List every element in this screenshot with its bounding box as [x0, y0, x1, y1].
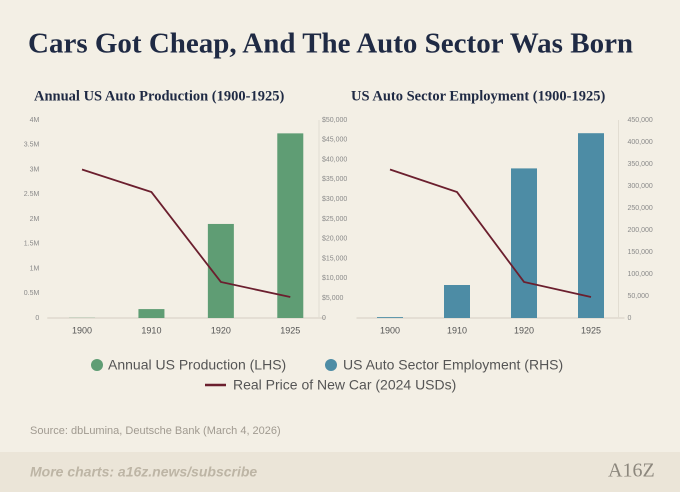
- bar: [444, 285, 470, 318]
- x-tick-label: 1910: [141, 325, 161, 335]
- x-tick-label: 1900: [72, 325, 92, 335]
- x-tick-label: 1925: [280, 325, 300, 335]
- price-line: [389, 168, 592, 298]
- chart-title: Annual US Auto Production (1900-1925): [34, 88, 284, 104]
- y2-tick-label: 450,000: [628, 117, 653, 124]
- source: Source: dbLumina, Deutsche Bank (March 4…: [30, 425, 281, 437]
- y2-tick-label: 300,000: [628, 183, 653, 190]
- legend-marker: [91, 359, 103, 371]
- bar: [138, 309, 165, 318]
- y2-tick-label: $40,000: [322, 156, 347, 163]
- bar: [277, 133, 304, 318]
- y2-tick-label: 200,000: [628, 227, 653, 234]
- y2-tick-label: $35,000: [322, 176, 347, 183]
- legend-label: Real Price of New Car (2024 USDs): [233, 377, 456, 393]
- bar: [511, 168, 537, 318]
- x-tick-label: 1925: [581, 325, 601, 335]
- y2-tick-label: 150,000: [628, 249, 653, 256]
- y2-tick-label: 50,000: [628, 293, 650, 300]
- page-title: Cars Got Cheap, And The Auto Sector Was …: [28, 28, 633, 60]
- y-tick-label: 3M: [30, 166, 40, 173]
- y2-tick-label: $30,000: [322, 196, 347, 203]
- legend-label: Annual US Production (LHS): [108, 357, 286, 373]
- footer-link[interactable]: More charts: a16z.news/subscribe: [30, 464, 257, 480]
- y2-tick-label: $25,000: [322, 216, 347, 223]
- legend-marker: [325, 359, 337, 371]
- y-tick-label: 4M: [30, 117, 40, 124]
- legend-label: US Auto Sector Employment (RHS): [343, 357, 563, 373]
- y-tick-label: 0.5M: [24, 290, 40, 297]
- y2-tick-label: $50,000: [322, 117, 347, 124]
- y2-tick-label: 400,000: [628, 139, 653, 146]
- y2-tick-label: 0: [322, 315, 326, 322]
- y2-tick-label: 250,000: [628, 205, 653, 212]
- x-tick-label: 1920: [514, 325, 534, 335]
- y2-tick-label: 100,000: [628, 271, 653, 278]
- x-tick-label: 1920: [211, 325, 231, 335]
- y-tick-label: 1M: [30, 265, 40, 272]
- bar: [377, 317, 403, 318]
- y2-tick-label: $45,000: [322, 137, 347, 144]
- y2-tick-label: $20,000: [322, 236, 347, 243]
- y2-tick-label: $5,000: [322, 295, 344, 302]
- chart-title: US Auto Sector Employment (1900-1925): [351, 88, 605, 104]
- y2-tick-label: $15,000: [322, 255, 347, 262]
- y2-tick-label: $10,000: [322, 275, 347, 282]
- y2-tick-label: 350,000: [628, 161, 653, 168]
- y-tick-label: 0: [35, 315, 39, 322]
- logo: A16Z: [608, 460, 655, 482]
- price-line: [81, 168, 291, 298]
- y-tick-label: 2M: [30, 216, 40, 223]
- x-tick-label: 1910: [447, 325, 467, 335]
- x-tick-label: 1900: [380, 325, 400, 335]
- y-tick-label: 1.5M: [24, 241, 40, 248]
- y2-tick-label: 0: [628, 315, 632, 322]
- y-tick-label: 2.5M: [24, 191, 40, 198]
- legend: Annual US Production (LHS) US Auto Secto…: [91, 357, 563, 393]
- footer-band: [0, 452, 680, 492]
- y-tick-label: 3.5M: [24, 142, 40, 149]
- bar: [578, 133, 604, 318]
